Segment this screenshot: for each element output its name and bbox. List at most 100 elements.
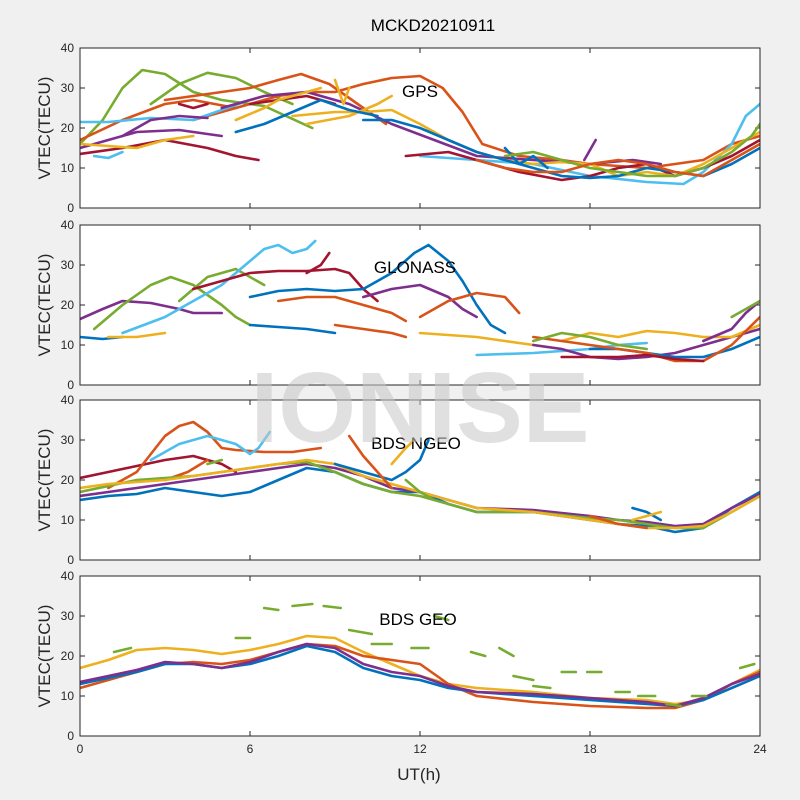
series-line-12 [390, 438, 416, 466]
series-line-25 [503, 122, 760, 178]
series-line-10 [333, 438, 430, 482]
y-tick-label: 20 [61, 121, 75, 135]
series-line-4 [80, 642, 760, 708]
x-tick-label: 0 [77, 742, 84, 756]
series-line-11 [347, 434, 393, 490]
series-line-22 [665, 702, 682, 708]
series-line-10 [121, 114, 209, 138]
series-line-21 [532, 331, 648, 351]
series-line-2 [149, 71, 294, 106]
y-tick-label: 10 [61, 689, 75, 703]
series-line-7 [248, 243, 507, 335]
y-tick-label: 30 [61, 609, 75, 623]
series-line-10 [347, 628, 374, 636]
series-line-13 [404, 478, 436, 502]
series-line-14 [631, 506, 663, 522]
series-line-1 [80, 454, 238, 480]
series-line-2 [92, 275, 252, 331]
series-group [80, 420, 760, 534]
y-axis-label: VTEC(TECU) [35, 429, 54, 532]
series-line-13 [432, 614, 450, 622]
panel-label: BDS NGEO [371, 434, 461, 453]
y-tick-label: 0 [67, 201, 74, 215]
series-line-20 [333, 78, 351, 106]
y-axis-label: VTEC(TECU) [35, 605, 54, 708]
series-line-7 [418, 102, 760, 186]
series-line-14 [469, 650, 487, 658]
y-tick-label: 0 [67, 378, 74, 392]
series-line-17 [532, 327, 760, 361]
series-line-24 [738, 662, 756, 670]
x-tick-label: 6 [247, 742, 254, 756]
series-line-19 [560, 323, 760, 343]
y-tick-label: 10 [61, 161, 75, 175]
plot-area [80, 576, 760, 736]
series-group [80, 239, 760, 363]
panel-label: BDS GEO [379, 610, 456, 629]
y-tick-label: 40 [61, 41, 75, 55]
y-tick-label: 0 [67, 553, 74, 567]
plot-frame [79, 47, 761, 209]
series-line-11 [362, 283, 478, 319]
series-line-7 [262, 606, 280, 612]
y-tick-label: 40 [61, 393, 75, 407]
series-line-16 [512, 674, 535, 682]
plot-frame [79, 399, 761, 561]
series-line-15 [631, 510, 663, 522]
series-line-12 [418, 291, 521, 319]
series-line-10 [333, 323, 408, 339]
series-line-6 [305, 251, 331, 275]
y-tick-label: 20 [61, 473, 75, 487]
series-line-22 [560, 353, 705, 363]
x-tick-label: 18 [583, 742, 597, 756]
series-line-19 [305, 94, 393, 126]
y-tick-label: 30 [61, 258, 75, 272]
series-line-5 [112, 646, 133, 654]
y-tick-label: 40 [61, 569, 75, 583]
chart-panel-2: 0 10 20 30 40 GLONASS VTEC(TECU) [35, 218, 761, 392]
y-axis-label: VTEC(TECU) [35, 254, 54, 357]
series-line-6 [80, 100, 246, 124]
plot-frame [79, 575, 761, 737]
series-line-3 [149, 430, 272, 462]
series-line-23 [702, 299, 760, 343]
chart-panel-4: 0 6 12 18 24 0 10 20 30 40 BDS GEO VTEC(TECU) [35, 569, 767, 756]
y-tick-label: 0 [67, 729, 74, 743]
watermark-text: IONISE [251, 352, 590, 464]
y-tick-label: 20 [61, 298, 75, 312]
y-axis-label: VTEC(TECU) [35, 77, 54, 180]
plot-frame [79, 224, 761, 386]
series-line-22 [234, 98, 379, 134]
x-axis-label: UT(h) [397, 765, 440, 784]
series-line-5 [206, 458, 223, 466]
series-line-17 [532, 684, 552, 690]
chart-panel-1: 0 10 20 30 40 GPS VTEC(TECU) [35, 41, 761, 215]
y-tick-label: 30 [61, 433, 75, 447]
series-line-16 [588, 514, 648, 530]
y-tick-label: 10 [61, 513, 75, 527]
figure-title: MCKD20210911 [371, 16, 495, 35]
series-line-12 [583, 138, 597, 162]
series-line-16 [107, 331, 167, 339]
series-line-8 [291, 602, 314, 608]
series-line-14 [177, 102, 209, 110]
series-line-24 [730, 299, 760, 319]
y-tick-label: 40 [61, 218, 75, 232]
x-tick-label: 24 [753, 742, 767, 756]
y-tick-label: 10 [61, 338, 75, 352]
x-tick-label: 12 [413, 742, 427, 756]
panel-label: GPS [402, 82, 438, 101]
series-group [80, 68, 760, 186]
chart-panel-3: 0 10 20 30 40 BDS NGEO VTEC(TECU) [35, 393, 761, 567]
series-line-20 [532, 315, 760, 363]
series-line-1 [80, 299, 223, 321]
series-line-8 [248, 323, 337, 335]
y-tick-label: 30 [61, 81, 75, 95]
series-line-15 [498, 646, 515, 658]
series-line-2 [107, 420, 323, 490]
series-line-26 [475, 142, 760, 178]
series-line-4 [80, 98, 238, 142]
series-line-9 [322, 604, 342, 610]
series-line-9 [80, 128, 223, 150]
